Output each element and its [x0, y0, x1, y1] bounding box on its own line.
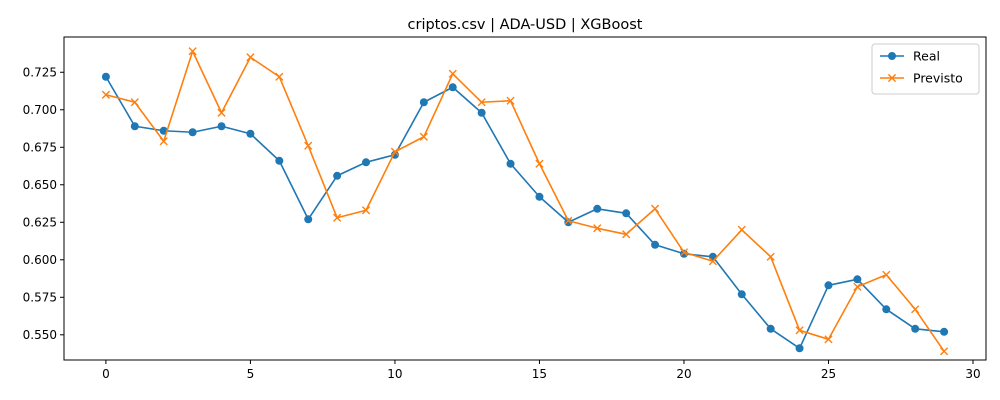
data-point	[535, 159, 544, 168]
data-point	[477, 108, 486, 117]
data-point	[362, 158, 371, 167]
data-point	[766, 252, 775, 261]
data-point	[448, 69, 457, 78]
data-point	[246, 53, 255, 62]
data-point	[390, 147, 400, 156]
data-point	[708, 257, 717, 266]
x-tick-label: 0	[102, 367, 110, 381]
data-point	[853, 282, 862, 291]
data-point	[188, 128, 197, 137]
data-point	[940, 327, 949, 336]
data-point	[101, 72, 110, 81]
data-point	[130, 122, 139, 131]
x-tick-label: 30	[965, 367, 980, 381]
legend-item: Previsto	[880, 71, 963, 86]
data-point	[564, 216, 573, 225]
data-point	[506, 159, 515, 168]
y-tick-label: 0.625	[23, 215, 57, 229]
data-point	[593, 204, 602, 213]
data-point	[766, 324, 775, 333]
series-real	[101, 72, 949, 353]
data-point	[304, 141, 313, 150]
data-point	[361, 206, 371, 215]
data-point	[939, 347, 949, 356]
data-point	[679, 248, 689, 257]
data-point	[246, 129, 255, 138]
data-point	[188, 47, 197, 56]
legend-item: Real	[880, 49, 940, 64]
y-tick-label: 0.700	[23, 103, 57, 117]
data-point	[853, 275, 862, 284]
data-point	[737, 290, 746, 299]
data-point	[217, 122, 226, 131]
data-point	[737, 225, 746, 234]
legend-label: Previsto	[913, 71, 963, 86]
data-point	[419, 98, 428, 107]
plot-frame	[63, 36, 987, 361]
data-point	[679, 249, 688, 258]
data-point	[477, 98, 486, 107]
axes: 0 5 10 15 20 25 30 0.550 0.575 0.600 0.625 0.650 0.6…	[23, 65, 981, 381]
legend-marker	[888, 52, 896, 60]
legend-marker	[887, 73, 897, 83]
data-point	[217, 108, 226, 117]
y-tick-label: 0.725	[23, 65, 57, 79]
data-point	[419, 132, 428, 141]
plot-area	[101, 47, 949, 356]
x-tick-label: 20	[676, 367, 691, 381]
data-point	[911, 305, 920, 314]
data-point	[448, 83, 457, 92]
data-point	[911, 324, 920, 333]
data-point	[535, 192, 544, 201]
legend: Real Previsto	[871, 43, 980, 95]
data-point	[650, 204, 660, 213]
data-point	[275, 72, 284, 81]
data-point	[622, 230, 631, 239]
series-previsto	[101, 47, 949, 356]
data-point	[824, 335, 833, 344]
y-tick-label: 0.675	[23, 140, 57, 154]
series-line	[105, 50, 945, 352]
data-point	[304, 215, 313, 224]
data-point	[333, 171, 342, 180]
x-tick-label: 15	[532, 367, 547, 381]
data-point	[506, 96, 515, 105]
data-point	[275, 156, 284, 165]
data-point	[651, 240, 660, 249]
data-point	[333, 213, 342, 222]
data-point	[882, 270, 891, 279]
data-point	[130, 98, 139, 107]
legend-label: Real	[913, 49, 940, 64]
y-tick-label: 0.600	[23, 253, 57, 267]
data-point	[882, 305, 891, 314]
data-point	[795, 344, 804, 353]
data-point	[101, 90, 111, 99]
data-point	[564, 218, 573, 227]
x-tick-label: 5	[247, 367, 255, 381]
chart-title: criptos.csv | ADA-USD | XGBoost	[408, 17, 643, 33]
x-tick-label: 25	[821, 367, 836, 381]
y-tick-label: 0.650	[23, 178, 57, 192]
data-point	[824, 281, 833, 290]
series-line	[105, 76, 945, 350]
y-tick-label: 0.550	[23, 328, 57, 342]
data-point	[593, 224, 602, 233]
data-point	[795, 326, 804, 335]
data-point	[622, 209, 631, 218]
y-tick-label: 0.575	[23, 290, 57, 304]
x-tick-label: 10	[387, 367, 402, 381]
data-point	[159, 137, 168, 146]
